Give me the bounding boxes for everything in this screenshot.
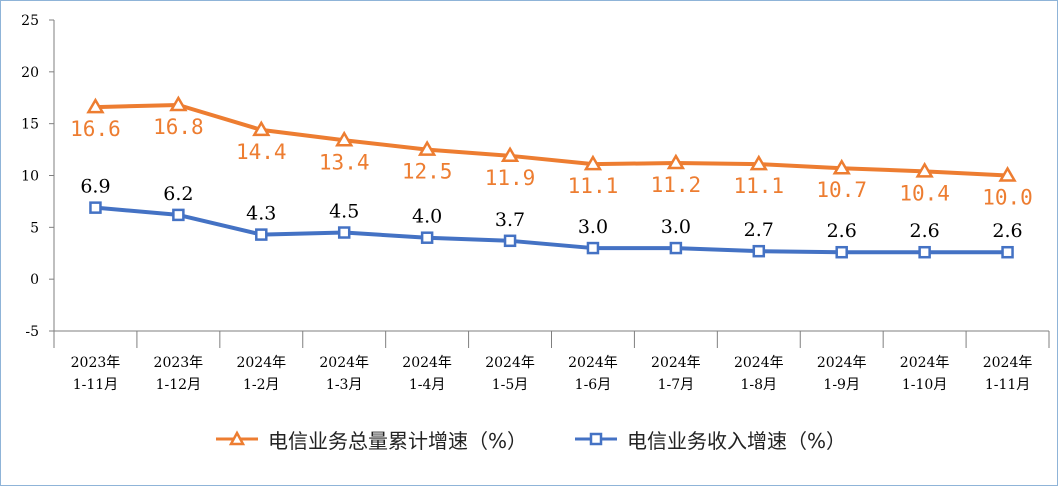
x-tick-label-year: 2024年 [734,355,784,371]
line-chart: -5 0 5 10 15 20 25 2023年 1-11月 2023年 1-12月 2024年 1-2… [21,13,1050,393]
data-label-total: 14.4 [236,140,287,164]
data-point-revenue [89,201,102,214]
x-tick-label-year: 2024年 [485,355,535,371]
data-label-total: 10.0 [982,186,1033,210]
x-tick-label-period: 1-9月 [823,377,860,393]
data-point-total [500,146,520,163]
data-label-total: 16.8 [153,115,204,139]
data-label-revenue: 4.0 [412,206,442,228]
data-label-total: 11.1 [568,174,619,198]
y-tick-label: 25 [21,13,39,29]
data-point-revenue [669,241,683,255]
data-point-total [583,154,603,171]
x-tick-label-period: 1-12月 [156,377,201,393]
data-point-revenue [255,228,268,241]
data-point-total [252,120,271,137]
data-point-total [335,130,354,147]
series-line-total [95,103,1008,178]
data-point-total [169,95,188,112]
x-tick-label-year: 2024年 [402,355,452,371]
data-label-total: 12.5 [402,160,453,184]
x-tick-label-year: 2024年 [651,355,701,371]
y-tick-label: 5 [30,220,39,236]
x-tick-label-year: 2024年 [236,355,286,371]
x-tick-label-period: 1-4月 [409,377,446,393]
x-tick-label-year: 2024年 [817,355,867,371]
data-label-revenue: 2.6 [910,220,940,242]
data-label-revenue: 3.7 [495,209,525,231]
series-line-revenue [95,205,1008,255]
data-point-revenue [835,245,848,259]
data-label-total: 16.6 [70,117,121,141]
data-label-total: 10.4 [899,181,950,205]
data-label-total: 10.7 [816,178,867,202]
y-tick-label: -5 [25,324,39,340]
data-label-revenue: 4.3 [246,203,276,225]
x-tick-label-period: 1-2月 [243,377,280,393]
data-point-total [86,97,105,114]
y-tick-label: 0 [30,272,39,288]
data-point-revenue [420,231,434,244]
x-tick-label-year: 2023年 [71,355,121,371]
x-tick-label-period: 1-11月 [73,377,118,393]
x-tick-label-year: 2024年 [568,355,618,371]
x-tick-label-period: 1-3月 [326,377,363,393]
data-label-revenue: 3.0 [661,216,691,238]
data-label-revenue: 2.6 [992,220,1022,242]
data-point-total [749,154,768,171]
legend-label-total: 电信业务总量累计增速（%） [267,428,527,453]
data-label-revenue: 2.7 [744,219,774,241]
data-point-revenue [918,245,931,259]
data-point-revenue [752,244,766,258]
x-tick-label-period: 1-8月 [741,377,778,393]
x-tick-label-year: 2024年 [900,355,950,371]
data-label-total: 11.1 [734,174,785,198]
x-tick-label-period: 1-5月 [492,377,529,393]
y-tick-label: 10 [21,169,39,185]
x-tick-label-period: 1-11月 [985,377,1030,393]
y-tick-label: 15 [21,117,39,133]
x-tick-label-year: 2024年 [983,355,1033,371]
x-tick-label-period: 1-10月 [902,377,947,393]
data-label-revenue: 6.2 [163,183,193,205]
square-marker-icon [575,432,617,446]
data-label-revenue: 4.5 [329,201,359,223]
x-tick-label-period: 1-6月 [575,377,612,393]
x-tick-label-year: 2023年 [154,355,204,371]
data-label-total: 11.2 [651,173,702,197]
data-point-revenue [586,241,600,255]
data-point-revenue [1001,245,1014,259]
data-point-total [915,161,934,178]
data-label-total: 13.4 [319,150,370,174]
data-label-revenue: 6.9 [80,176,110,198]
legend-item-revenue: 电信业务收入增速（%） [573,425,846,454]
data-label-total: 11.9 [485,166,536,190]
data-point-total [666,153,686,170]
data-point-total [998,166,1017,182]
legend-label-revenue: 电信业务收入增速（%） [627,428,847,453]
data-point-total [417,140,437,156]
data-point-revenue [337,226,351,239]
legend-item-total: 电信业务总量累计增速（%） [214,425,527,454]
data-point-revenue [503,234,517,248]
legend: 电信业务总量累计增速（%） 电信业务收入增速（%） [1,421,1058,457]
data-label-revenue: 2.6 [827,220,857,242]
data-point-revenue [172,208,185,222]
triangle-marker-icon [215,430,258,446]
data-point-total [832,158,851,175]
x-tick-label-year: 2024年 [319,355,369,371]
y-tick-label: 20 [21,65,39,81]
data-label-revenue: 3.0 [578,216,608,238]
x-tick-label-period: 1-7月 [658,377,695,393]
